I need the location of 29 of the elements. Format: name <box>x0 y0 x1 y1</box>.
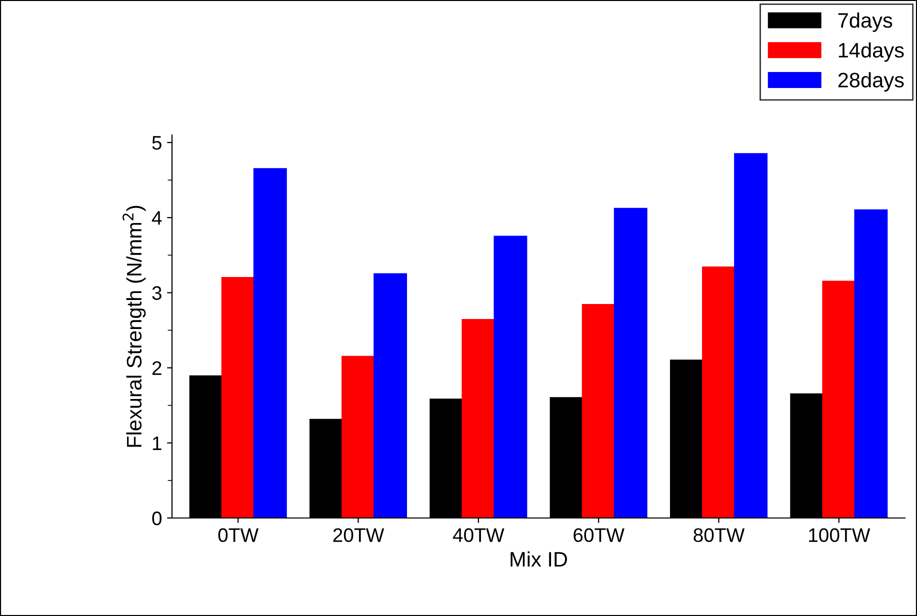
x-tick-label: 40TW <box>452 528 504 542</box>
bar <box>734 153 768 518</box>
y-tick-label: 4 <box>152 211 162 225</box>
legend-label: 28days <box>838 72 904 92</box>
bar <box>494 236 528 518</box>
legend-label: 7days <box>838 12 892 32</box>
bar <box>374 273 408 518</box>
bar <box>221 276 255 518</box>
y-tick-label: 5 <box>152 136 162 150</box>
bar <box>582 304 616 518</box>
bar <box>342 356 375 518</box>
bar <box>253 168 287 518</box>
y-axis-title: Flexural Strength (N/mm$^{2}$) <box>122 206 146 447</box>
x-tick-label: 20TW <box>333 528 384 542</box>
bar <box>702 266 736 518</box>
y-tick-label: 1 <box>152 436 162 450</box>
legend-label: 14days <box>838 42 904 62</box>
x-tick-label: 100TW <box>809 528 870 542</box>
bar <box>462 319 496 518</box>
x-tick-label: 60TW <box>574 528 624 542</box>
x-tick-label: 0TW <box>218 528 259 542</box>
bar <box>822 280 856 518</box>
bar <box>614 208 648 518</box>
y-tick-label: 0 <box>152 511 162 526</box>
x-axis-title: Mix ID <box>510 551 568 566</box>
bar <box>854 209 888 518</box>
y-tick-label: 2 <box>152 361 162 375</box>
x-tick-label: 80TW <box>694 528 745 542</box>
y-tick-label: 3 <box>152 286 162 300</box>
